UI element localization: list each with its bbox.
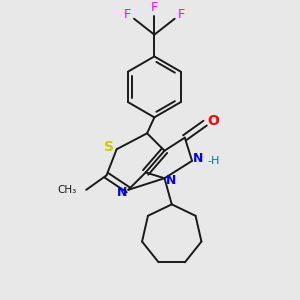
Text: F: F [178, 8, 184, 21]
Text: O: O [207, 114, 219, 128]
Text: F: F [151, 1, 158, 14]
Text: S: S [103, 140, 113, 154]
Text: CH₃: CH₃ [58, 185, 77, 195]
Text: -H: -H [207, 156, 220, 166]
Text: F: F [124, 8, 131, 21]
Text: N: N [193, 152, 204, 165]
Text: N: N [166, 174, 176, 187]
Text: N: N [117, 186, 127, 199]
